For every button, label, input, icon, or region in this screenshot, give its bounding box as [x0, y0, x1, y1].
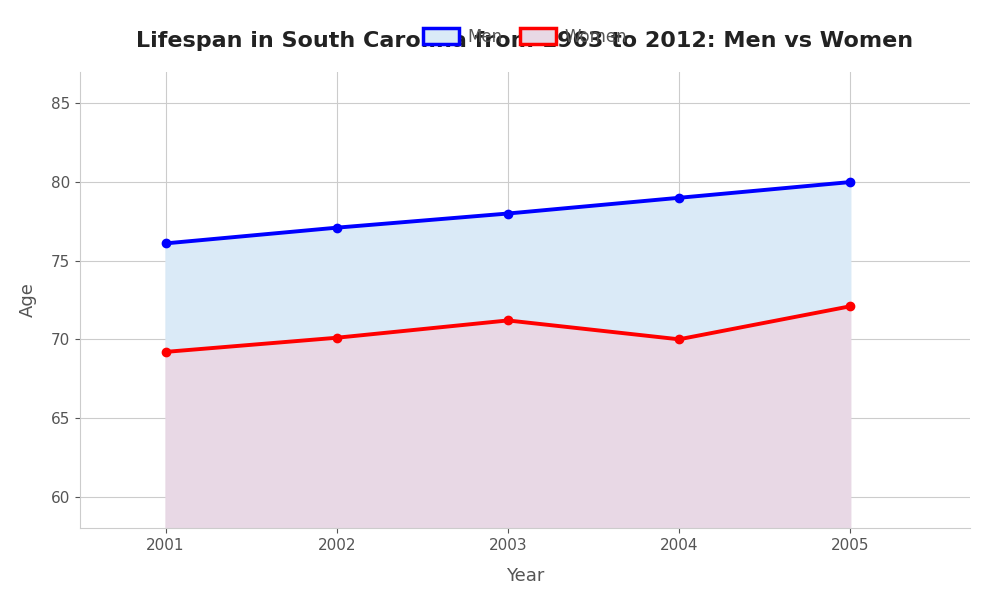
Women	[160, 348, 172, 355]
Men	[673, 194, 685, 202]
Line: Women: Women	[161, 302, 854, 356]
Women	[844, 302, 856, 310]
Men	[331, 224, 343, 231]
Men	[502, 210, 514, 217]
Men	[844, 178, 856, 185]
Y-axis label: Age: Age	[19, 283, 37, 317]
X-axis label: Year: Year	[506, 566, 544, 584]
Line: Men: Men	[161, 178, 854, 248]
Women	[502, 317, 514, 324]
Women	[331, 334, 343, 341]
Title: Lifespan in South Carolina from 1963 to 2012: Men vs Women: Lifespan in South Carolina from 1963 to …	[136, 31, 914, 51]
Women	[673, 336, 685, 343]
Legend: Men, Women: Men, Women	[416, 21, 634, 52]
Men	[160, 240, 172, 247]
